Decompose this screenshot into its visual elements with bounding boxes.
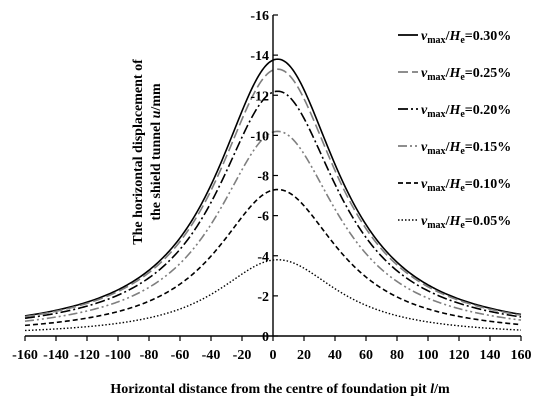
- y-tick-label: -10: [250, 129, 269, 144]
- x-tick-label: 160: [511, 348, 532, 363]
- x-tick-label: 0: [270, 348, 277, 363]
- y-tick-label: -2: [257, 290, 269, 305]
- y-tick-label: -12: [250, 89, 269, 104]
- y-axis-label-line1: The horizontal displacement of: [131, 59, 146, 245]
- y-tick-label: -16: [250, 9, 269, 24]
- x-tick-label: -80: [140, 348, 159, 363]
- series-line-3: [24, 90, 522, 320]
- x-tick-label: 100: [418, 348, 439, 363]
- x-tick-label: 140: [480, 348, 501, 363]
- y-tick-label: -6: [257, 210, 269, 225]
- axes: -160 -140 -120 -100 -80 -60 -40 -20 0 20 40 60 80 100…: [12, 9, 531, 363]
- y-tick-label: -4: [257, 250, 269, 265]
- legend-entry-1: vmax/He=0.30%: [421, 29, 511, 46]
- y-axis-label-line2: the shield tunnel u/mm: [149, 83, 164, 221]
- y-tick-label: -14: [250, 49, 269, 64]
- x-axis-label: Horizontal distance from the centre of f…: [110, 382, 450, 397]
- x-tick-label: -140: [43, 348, 69, 363]
- x-tick-label: 120: [449, 348, 470, 363]
- series-line-5: [24, 188, 522, 327]
- x-tick-label: -120: [74, 348, 100, 363]
- x-tick-label: -20: [233, 348, 252, 363]
- legend-entry-3: vmax/He=0.20%: [421, 103, 511, 120]
- legend-entry-4: vmax/He=0.15%: [421, 140, 511, 157]
- y-tick-label: -8: [257, 170, 269, 185]
- legend-entry-5: vmax/He=0.10%: [421, 177, 511, 194]
- legend: vmax/He=0.30% vmax/He=0.25% vmax/He=0.20% v…: [398, 29, 511, 231]
- x-tick-label: 20: [297, 348, 311, 363]
- legend-entry-6: vmax/He=0.05%: [421, 214, 511, 231]
- x-tick-label: -160: [12, 348, 38, 363]
- x-tick-label: -100: [105, 348, 131, 363]
- x-tick-label: 60: [359, 348, 373, 363]
- y-tick-label: 0: [262, 330, 269, 345]
- x-tick-label: 40: [328, 348, 342, 363]
- x-tick-label: 80: [390, 348, 404, 363]
- x-tick-label: -40: [202, 348, 221, 363]
- x-tick-label: -60: [171, 348, 190, 363]
- legend-entry-2: vmax/He=0.25%: [421, 66, 511, 83]
